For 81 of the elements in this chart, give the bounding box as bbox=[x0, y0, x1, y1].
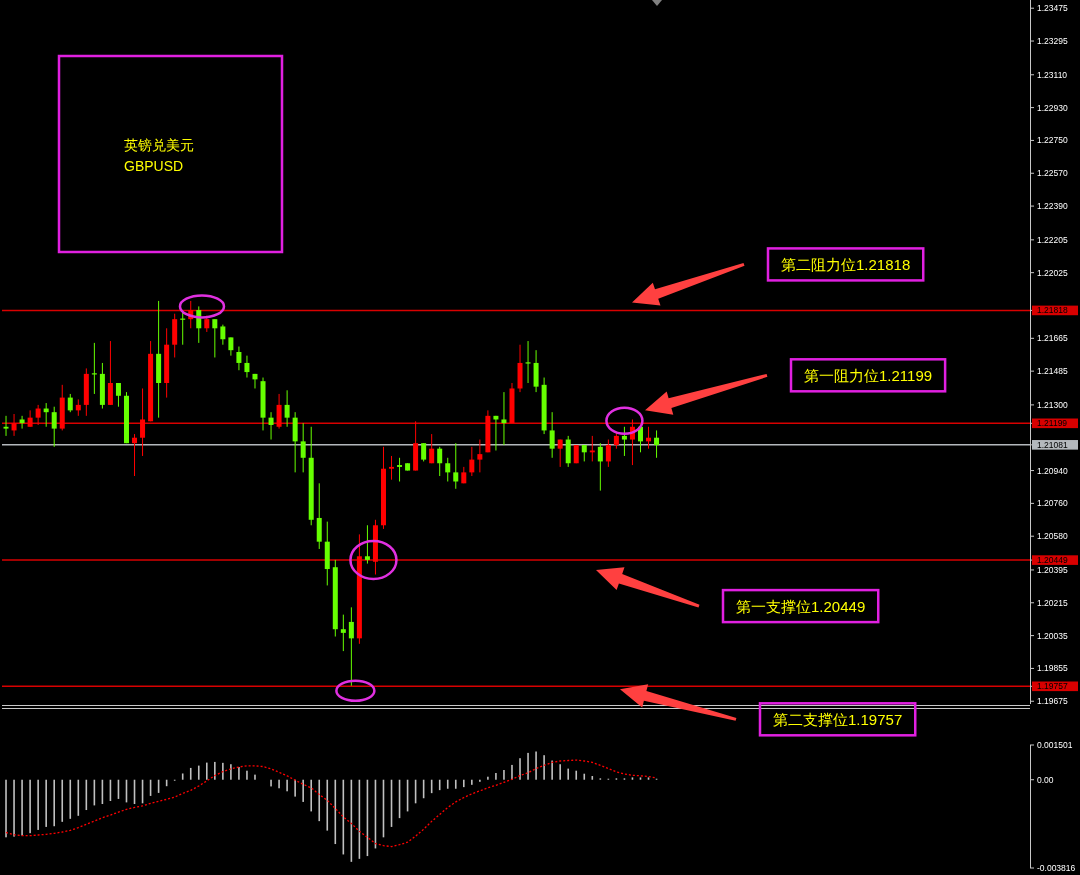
y-tick-label: 1.19675 bbox=[1037, 696, 1068, 707]
text: 英镑兑美元 bbox=[124, 137, 194, 153]
candlestick bbox=[549, 411, 555, 459]
candlestick bbox=[453, 442, 459, 490]
candlestick bbox=[19, 415, 25, 430]
candlestick bbox=[276, 393, 282, 430]
candlestick bbox=[501, 391, 507, 446]
candlestick bbox=[364, 524, 370, 565]
candlestick bbox=[421, 442, 427, 462]
candlestick bbox=[397, 457, 403, 482]
candlestick bbox=[220, 324, 226, 346]
y-tick-label: 1.20760 bbox=[1037, 498, 1068, 509]
candlestick bbox=[621, 426, 627, 457]
ref-line-label: 第二支撑位1.19757 bbox=[773, 710, 903, 728]
candlestick bbox=[140, 387, 146, 457]
y-tick-label: 1.21199 bbox=[1037, 418, 1068, 429]
candlestick bbox=[525, 340, 531, 384]
y-tick-label: 0.001501 bbox=[1037, 740, 1073, 750]
candlestick bbox=[340, 614, 346, 652]
candlestick bbox=[27, 409, 33, 428]
y-tick-label: 1.23295 bbox=[1037, 36, 1068, 47]
y-tick-label: 1.20215 bbox=[1037, 597, 1068, 608]
candlestick bbox=[389, 455, 395, 481]
candlestick bbox=[605, 439, 611, 468]
candlestick bbox=[437, 446, 443, 477]
candlestick bbox=[35, 404, 41, 426]
candlestick bbox=[228, 336, 234, 357]
y-tick-label: 1.23475 bbox=[1037, 3, 1068, 14]
y-tick-label: 1.20449 bbox=[1037, 555, 1068, 566]
text: GBPUSD bbox=[124, 158, 184, 174]
candlestick bbox=[589, 435, 595, 462]
ref-line-label: 第一支撑位1.20449 bbox=[736, 597, 866, 615]
y-tick-label: 1.19757 bbox=[1037, 681, 1068, 692]
candlestick bbox=[3, 415, 9, 437]
ref-line-label: 第一阻力位1.21199 bbox=[804, 366, 933, 384]
y-tick-label: 0.00 bbox=[1037, 774, 1054, 785]
candlestick bbox=[284, 389, 290, 428]
y-tick-label: 1.21485 bbox=[1037, 366, 1068, 377]
candlestick bbox=[557, 439, 563, 468]
candlestick bbox=[252, 373, 258, 389]
candlestick bbox=[533, 349, 539, 393]
candlestick bbox=[469, 446, 475, 477]
y-tick-label: 1.20395 bbox=[1037, 564, 1068, 575]
y-tick-label: 1.20940 bbox=[1037, 465, 1068, 476]
y-tick-label: 1.22570 bbox=[1037, 168, 1068, 179]
candlestick bbox=[477, 439, 483, 473]
y-tick-label: 1.21818 bbox=[1037, 305, 1068, 316]
candlestick bbox=[565, 435, 571, 468]
y-tick-label: 1.20580 bbox=[1037, 531, 1068, 542]
y-tick-label: 1.20035 bbox=[1037, 630, 1068, 641]
candlestick bbox=[654, 429, 660, 459]
candlestick bbox=[212, 318, 218, 358]
candlestick bbox=[292, 411, 298, 473]
y-tick-label: 1.21081 bbox=[1037, 439, 1068, 450]
y-tick-label: 1.21665 bbox=[1037, 333, 1068, 344]
candlestick bbox=[51, 406, 57, 448]
candlestick bbox=[597, 442, 603, 492]
candlestick bbox=[11, 413, 17, 437]
candlestick bbox=[429, 433, 435, 464]
y-tick-label: 1.22930 bbox=[1037, 102, 1068, 113]
y-tick-label: 1.19855 bbox=[1037, 663, 1068, 674]
candlestick bbox=[115, 382, 121, 408]
ref-line-label: 第二阻力位1.21818 bbox=[781, 255, 911, 273]
candlestick bbox=[244, 355, 250, 379]
y-tick-label: 1.22390 bbox=[1037, 201, 1068, 212]
candlestick bbox=[316, 482, 322, 550]
candlestick bbox=[107, 340, 113, 406]
candlestick bbox=[445, 457, 451, 482]
candlestick bbox=[67, 393, 73, 413]
candlestick bbox=[268, 411, 274, 441]
y-tick-label: 1.23110 bbox=[1037, 69, 1068, 80]
candlestick bbox=[132, 433, 138, 477]
y-tick-label: 1.22205 bbox=[1037, 234, 1068, 245]
candlestick bbox=[300, 422, 306, 473]
y-tick-label: 1.21300 bbox=[1037, 399, 1068, 410]
candlestick bbox=[348, 606, 354, 687]
y-tick-label: 1.22750 bbox=[1037, 135, 1068, 146]
y-tick-label: 1.22025 bbox=[1037, 267, 1068, 278]
candlestick bbox=[236, 346, 242, 371]
y-tick-label: -0.003816 bbox=[1037, 863, 1076, 873]
line-series bbox=[5, 759, 658, 848]
